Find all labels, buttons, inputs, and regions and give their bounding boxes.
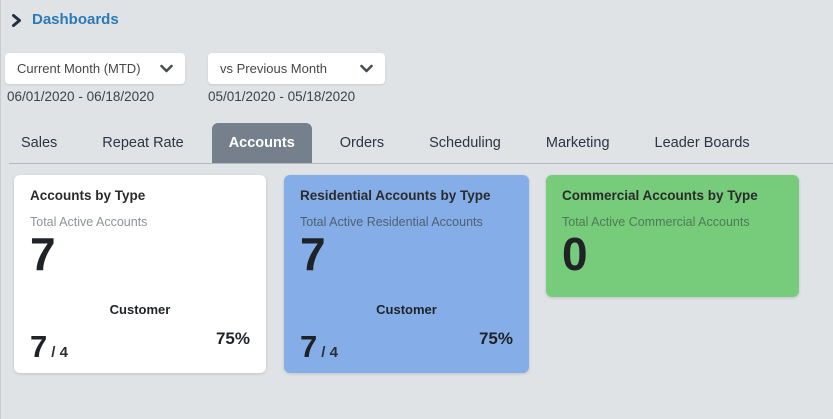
total-active-accounts-label: Total Active Accounts — [30, 215, 148, 229]
period-select[interactable]: Current Month (MTD) — [5, 53, 185, 84]
chevron-down-icon — [360, 60, 373, 78]
comparison-select-value: vs Previous Month — [220, 61, 327, 76]
tab-marketing[interactable]: Marketing — [545, 135, 610, 151]
comparison-select[interactable]: vs Previous Month — [208, 53, 385, 84]
customer-ratio: 7 / 4 — [30, 329, 68, 364]
total-active-accounts-value: 7 — [30, 228, 56, 280]
customer-ratio-value: 7 — [30, 329, 47, 364]
breadcrumb: Dashboards — [11, 11, 119, 28]
customer-ratio: 7 / 4 — [300, 329, 338, 364]
customer-segment-stats: 7 / 4 75% — [30, 329, 250, 364]
customer-segment-label: Customer — [376, 302, 437, 317]
customer-ratio-value: 7 — [300, 329, 317, 364]
breadcrumb-dashboards-link[interactable]: Dashboards — [32, 11, 119, 28]
card-title: Commercial Accounts by Type — [562, 188, 758, 203]
tab-orders[interactable]: Orders — [339, 135, 385, 151]
customer-ratio-total: / 4 — [51, 344, 68, 361]
tab-leader-boards[interactable]: Leader Boards — [654, 135, 750, 151]
tabs-divider — [9, 163, 833, 164]
total-active-commercial-label: Total Active Commercial Accounts — [562, 215, 750, 229]
period-select-value: Current Month (MTD) — [17, 61, 141, 76]
total-active-residential-value: 7 — [300, 228, 326, 280]
residential-accounts-card: Residential Accounts by Type Total Activ… — [284, 175, 529, 373]
tab-repeat-rate[interactable]: Repeat Rate — [102, 135, 184, 151]
dashboard-tabs: Sales Repeat Rate Accounts Orders Schedu… — [4, 123, 778, 163]
customer-percentage: 75% — [215, 329, 250, 348]
customer-percentage: 75% — [478, 329, 513, 348]
card-title: Residential Accounts by Type — [300, 188, 491, 203]
total-active-residential-label: Total Active Residential Accounts — [300, 215, 483, 229]
tab-sales[interactable]: Sales — [21, 135, 58, 151]
customer-segment-label: Customer — [109, 302, 171, 317]
customer-ratio-total: / 4 — [321, 344, 338, 361]
card-title: Accounts by Type — [30, 188, 146, 203]
comparison-date-range: 05/01/2020 - 05/18/2020 — [208, 89, 356, 104]
chevron-down-icon — [160, 60, 173, 78]
tab-accounts[interactable]: Accounts — [211, 123, 312, 163]
commercial-accounts-card: Commercial Accounts by Type Total Active… — [546, 175, 799, 297]
total-active-commercial-value: 0 — [562, 228, 588, 280]
accounts-by-type-card: Accounts by Type Total Active Accounts 7… — [14, 175, 266, 373]
customer-segment-stats: 7 / 4 75% — [300, 329, 513, 364]
tab-scheduling[interactable]: Scheduling — [429, 135, 501, 151]
period-date-range: 06/01/2020 - 06/18/2020 — [7, 89, 155, 104]
breadcrumb-chevron-icon — [11, 13, 22, 27]
